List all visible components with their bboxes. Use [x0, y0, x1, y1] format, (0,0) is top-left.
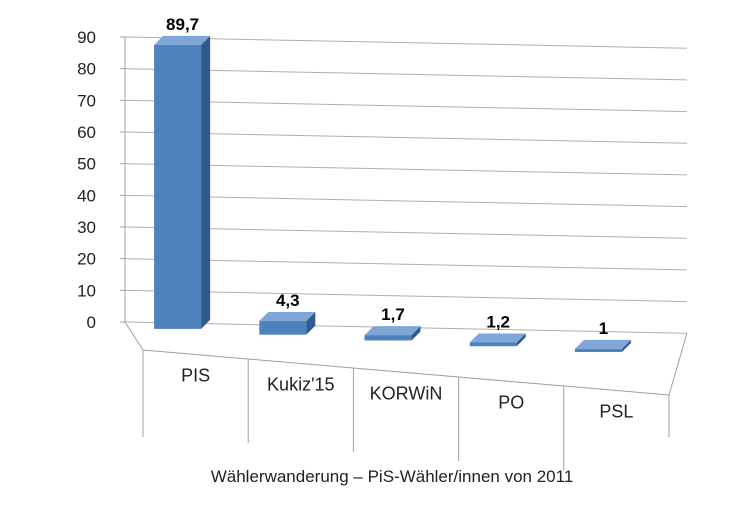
category-label: PIS	[181, 366, 210, 386]
category-label: PO	[498, 393, 524, 413]
axis-line	[124, 321, 144, 351]
axis-line	[668, 333, 688, 396]
data-labels: 89,7 4,3 1,7 1,2 1	[166, 15, 608, 338]
gridline	[124, 226, 688, 239]
gridline	[124, 36, 688, 49]
y-tick-label: 70	[77, 91, 96, 110]
category-label: PSL	[599, 402, 633, 422]
bar	[154, 35, 211, 329]
bar	[259, 312, 316, 335]
gridline	[124, 163, 688, 176]
x-axis-caption: Wählerwanderung – PiS-Wähler/innen von 2…	[211, 467, 574, 486]
category-label: Kukiz'15	[267, 375, 334, 395]
data-label: 4,3	[276, 291, 300, 310]
gridline	[124, 68, 688, 81]
bar	[574, 339, 631, 353]
axis-line	[142, 349, 670, 396]
y-tick-label: 10	[77, 281, 96, 300]
chart-frame	[120, 36, 688, 470]
y-tick-label: 40	[77, 186, 96, 205]
bar	[364, 326, 421, 341]
gridline	[124, 258, 688, 271]
data-label: 1,7	[381, 305, 405, 324]
y-tick-label: 90	[77, 28, 96, 47]
bars	[154, 35, 631, 353]
category-labels: PIS Kukiz'15 KORWiN PO PSL	[181, 366, 633, 422]
gridline	[124, 289, 688, 303]
y-tick-label: 80	[77, 60, 96, 79]
y-tick-label: 0	[87, 313, 96, 332]
category-label: KORWiN	[370, 384, 443, 404]
data-label: 1	[599, 319, 608, 338]
bar	[469, 333, 526, 347]
gridlines	[124, 36, 688, 334]
data-label: 1,2	[486, 312, 510, 331]
y-tick-label: 50	[77, 155, 96, 174]
gridline	[124, 131, 688, 144]
gridline	[124, 194, 688, 208]
data-label: 89,7	[166, 15, 199, 34]
y-tick-label: 60	[77, 123, 96, 142]
y-tick-label: 20	[77, 250, 96, 269]
y-axis-ticks: 0 10 20 30 40 50 60 70 80 90	[77, 28, 96, 332]
gridline	[124, 99, 688, 113]
y-tick-label: 30	[77, 218, 96, 237]
